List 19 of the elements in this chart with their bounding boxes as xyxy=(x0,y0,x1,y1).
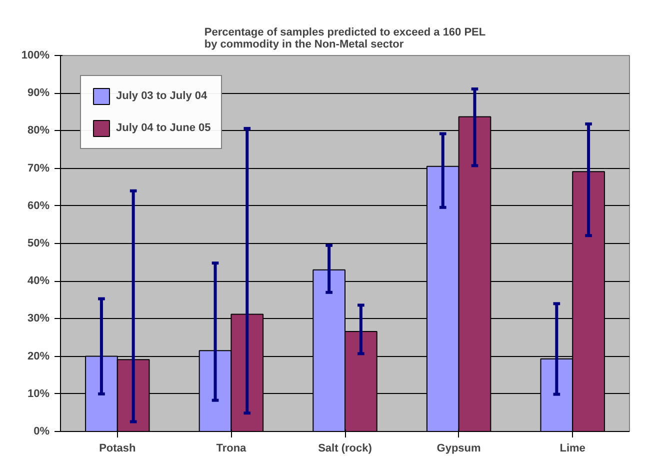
legend-label: July 03 to July 04 xyxy=(116,90,208,102)
x-tick-label: Trona xyxy=(216,442,248,454)
y-tick-label: 60% xyxy=(27,200,50,212)
y-tick-label: 10% xyxy=(27,388,50,400)
chart-title: Percentage of samples predicted to exceed a 160 PEL by commodity in the Non-Metal sector xyxy=(204,26,486,50)
y-tick-label: 30% xyxy=(27,312,50,325)
y-tick-label: 80% xyxy=(27,124,50,137)
x-tick-label: Gypsum xyxy=(436,442,482,454)
x-tick-label: Potash xyxy=(99,442,136,454)
y-tick-label: 50% xyxy=(27,238,50,250)
y-tick-label: 100% xyxy=(21,50,50,62)
y-tick-label: 90% xyxy=(27,87,50,100)
y-tick-label: 70% xyxy=(27,162,50,174)
y-tick-label: 40% xyxy=(27,275,50,288)
y-tick-label: 20% xyxy=(27,350,50,362)
y-tick-label: 0% xyxy=(34,426,50,438)
x-tick-label: Lime xyxy=(560,442,586,454)
legend-label: July 04 to June 05 xyxy=(116,122,211,134)
x-tick-label: Salt (rock) xyxy=(318,442,372,454)
